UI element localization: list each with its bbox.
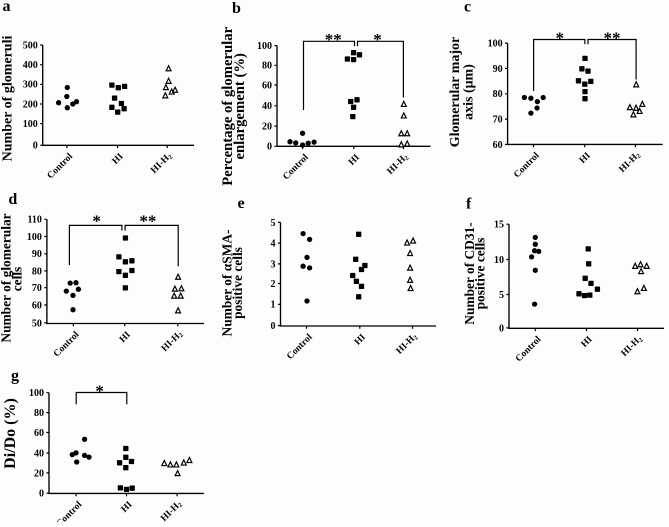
svg-text:200: 200 [23,99,38,110]
svg-text:40: 40 [262,101,272,112]
svg-text:4: 4 [271,239,276,250]
svg-text:80: 80 [493,89,503,100]
svg-text:Glomerular major: Glomerular major [448,37,463,148]
svg-text:15: 15 [494,220,504,231]
svg-text:0: 0 [499,323,504,334]
svg-text:cells: cells [10,267,25,292]
svg-text:Number of CD31-: Number of CD31- [462,222,477,324]
svg-text:enlargement (%): enlargement (%) [232,53,248,160]
svg-text:c: c [464,0,471,16]
svg-text:20: 20 [262,122,272,133]
svg-text:0: 0 [33,141,38,152]
svg-text:Percentage of glomerular: Percentage of glomerular [220,26,236,185]
svg-text:2: 2 [271,279,276,290]
svg-text:5: 5 [271,218,276,229]
svg-text:0: 0 [271,321,276,332]
svg-text:3: 3 [271,259,276,270]
svg-text:50: 50 [32,318,42,329]
svg-text:b: b [232,0,241,17]
svg-text:40: 40 [34,448,44,459]
svg-text:80: 80 [32,266,42,277]
svg-text:5: 5 [499,290,504,301]
svg-text:**: ** [139,211,156,230]
svg-text:axis (μm): axis (μm) [462,64,477,120]
svg-text:10: 10 [494,255,504,266]
svg-text:80: 80 [34,408,44,419]
svg-text:positive cells: positive cells [472,238,487,310]
svg-text:80: 80 [262,61,272,72]
svg-text:70: 70 [493,115,503,126]
svg-text:0: 0 [39,489,44,500]
svg-text:Number of αSMA-: Number of αSMA- [220,230,235,337]
svg-text:f: f [466,196,472,213]
svg-text:60: 60 [493,140,503,151]
svg-text:100: 100 [23,119,38,130]
svg-text:90: 90 [32,249,42,260]
svg-text:60: 60 [262,80,272,91]
svg-text:300: 300 [23,80,38,91]
svg-text:20: 20 [34,468,44,479]
svg-text:**: ** [604,29,621,48]
svg-text:Number of glomerular: Number of glomerular [0,213,13,342]
svg-text:positive cells: positive cells [230,247,245,319]
svg-text:0: 0 [267,142,272,153]
svg-text:*: * [95,382,104,401]
svg-text:70: 70 [32,283,42,294]
svg-text:e: e [238,195,245,212]
svg-text:1: 1 [271,300,276,311]
svg-text:110: 110 [27,215,41,226]
svg-text:*: * [373,30,382,49]
svg-text:**: ** [325,30,342,49]
svg-text:Di/Do (%): Di/Do (%) [2,398,19,469]
svg-text:Number of glomeruli: Number of glomeruli [1,36,16,162]
svg-text:400: 400 [23,60,38,71]
svg-text:100: 100 [27,232,42,243]
svg-text:100: 100 [488,39,503,50]
svg-text:100: 100 [257,41,272,52]
svg-text:60: 60 [32,300,42,311]
svg-text:g: g [11,368,19,385]
svg-text:a: a [3,0,11,15]
svg-text:90: 90 [493,64,503,75]
svg-text:d: d [8,191,17,208]
svg-text:500: 500 [23,40,38,51]
svg-text:60: 60 [34,428,44,439]
svg-text:*: * [556,29,565,48]
svg-text:100: 100 [29,388,44,399]
svg-text:*: * [92,211,101,230]
